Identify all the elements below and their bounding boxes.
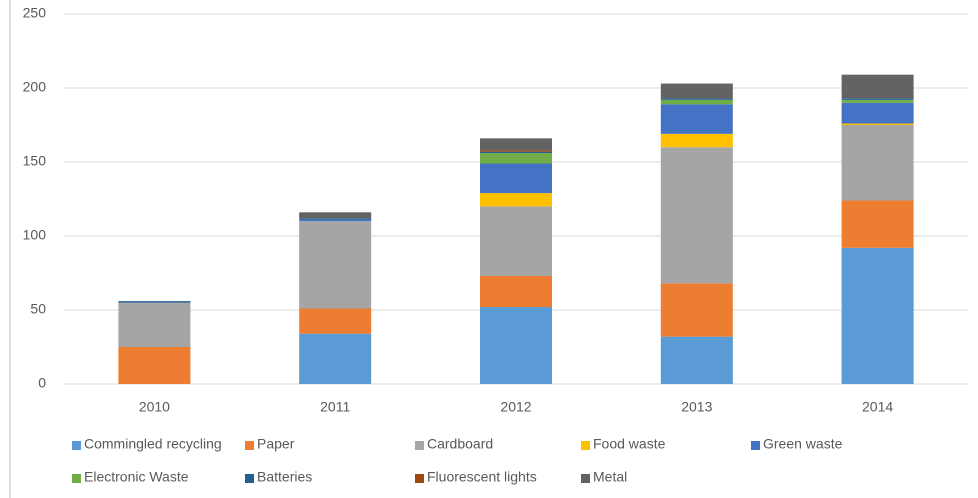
legend-swatch (72, 474, 81, 483)
y-tick-label: 0 (38, 375, 46, 391)
legend-label: Food waste (593, 436, 666, 452)
bar-segment (299, 221, 372, 309)
legend-swatch (415, 474, 424, 483)
legend-swatch (415, 441, 424, 450)
bar-segment (480, 153, 552, 164)
legend-label: Metal (593, 469, 627, 485)
bar-segment (480, 206, 552, 276)
legend-swatch (581, 474, 590, 483)
bar-segment (299, 219, 372, 222)
legend-label: Commingled recycling (84, 436, 222, 452)
bar-segment (299, 218, 372, 220)
bar-segment (841, 123, 914, 125)
bar-segment (841, 99, 914, 103)
y-tick-label: 50 (30, 301, 46, 317)
bar-segment (660, 83, 733, 99)
bar-segment (299, 212, 372, 219)
x-tick-label: 2010 (139, 399, 170, 415)
bar-segment (841, 247, 914, 384)
bar-segment (480, 138, 552, 151)
y-tick-label: 250 (23, 5, 47, 21)
bar-segment (480, 151, 552, 154)
bar-segment (660, 336, 733, 384)
bar-segment (299, 308, 372, 334)
legend-label: Electronic Waste (84, 469, 189, 485)
bar-segment (118, 301, 191, 303)
bar-segment (841, 125, 914, 201)
bar-segment (480, 163, 552, 194)
y-tick-label: 150 (23, 153, 47, 169)
x-tick-label: 2011 (320, 399, 350, 415)
legend-label: Paper (257, 436, 295, 452)
bar-segment (660, 133, 733, 148)
y-tick-label: 200 (23, 79, 47, 95)
bar-segment (480, 193, 552, 207)
x-tick-label: 2014 (862, 399, 893, 415)
y-tick-label: 100 (23, 227, 47, 243)
legend-label: Batteries (257, 469, 312, 485)
bar-segment (841, 98, 914, 100)
legend-swatch (245, 441, 254, 450)
legend-swatch (72, 441, 81, 450)
bar-segment (299, 333, 372, 384)
legend-label: Green waste (763, 436, 843, 452)
bar-segment (660, 283, 733, 337)
bar-segment (660, 99, 733, 105)
bar-segment (841, 200, 914, 248)
bar-segment (480, 307, 552, 384)
bar-segment (118, 347, 191, 384)
x-tick-label: 2012 (500, 399, 531, 415)
bar-segment (480, 275, 552, 308)
bar-segment (660, 98, 733, 100)
bar-segment (841, 74, 914, 99)
bar-segment (841, 102, 914, 124)
bar-segment (660, 147, 733, 284)
legend-swatch (581, 441, 590, 450)
x-tick-label: 2013 (681, 399, 712, 415)
legend-swatch (751, 441, 760, 450)
bar-segment (480, 150, 552, 152)
bar-segment (118, 302, 191, 347)
legend-label: Cardboard (427, 436, 493, 452)
bar-segment (660, 104, 733, 134)
legend-swatch (245, 474, 254, 483)
legend-label: Fluorescent lights (427, 469, 537, 485)
